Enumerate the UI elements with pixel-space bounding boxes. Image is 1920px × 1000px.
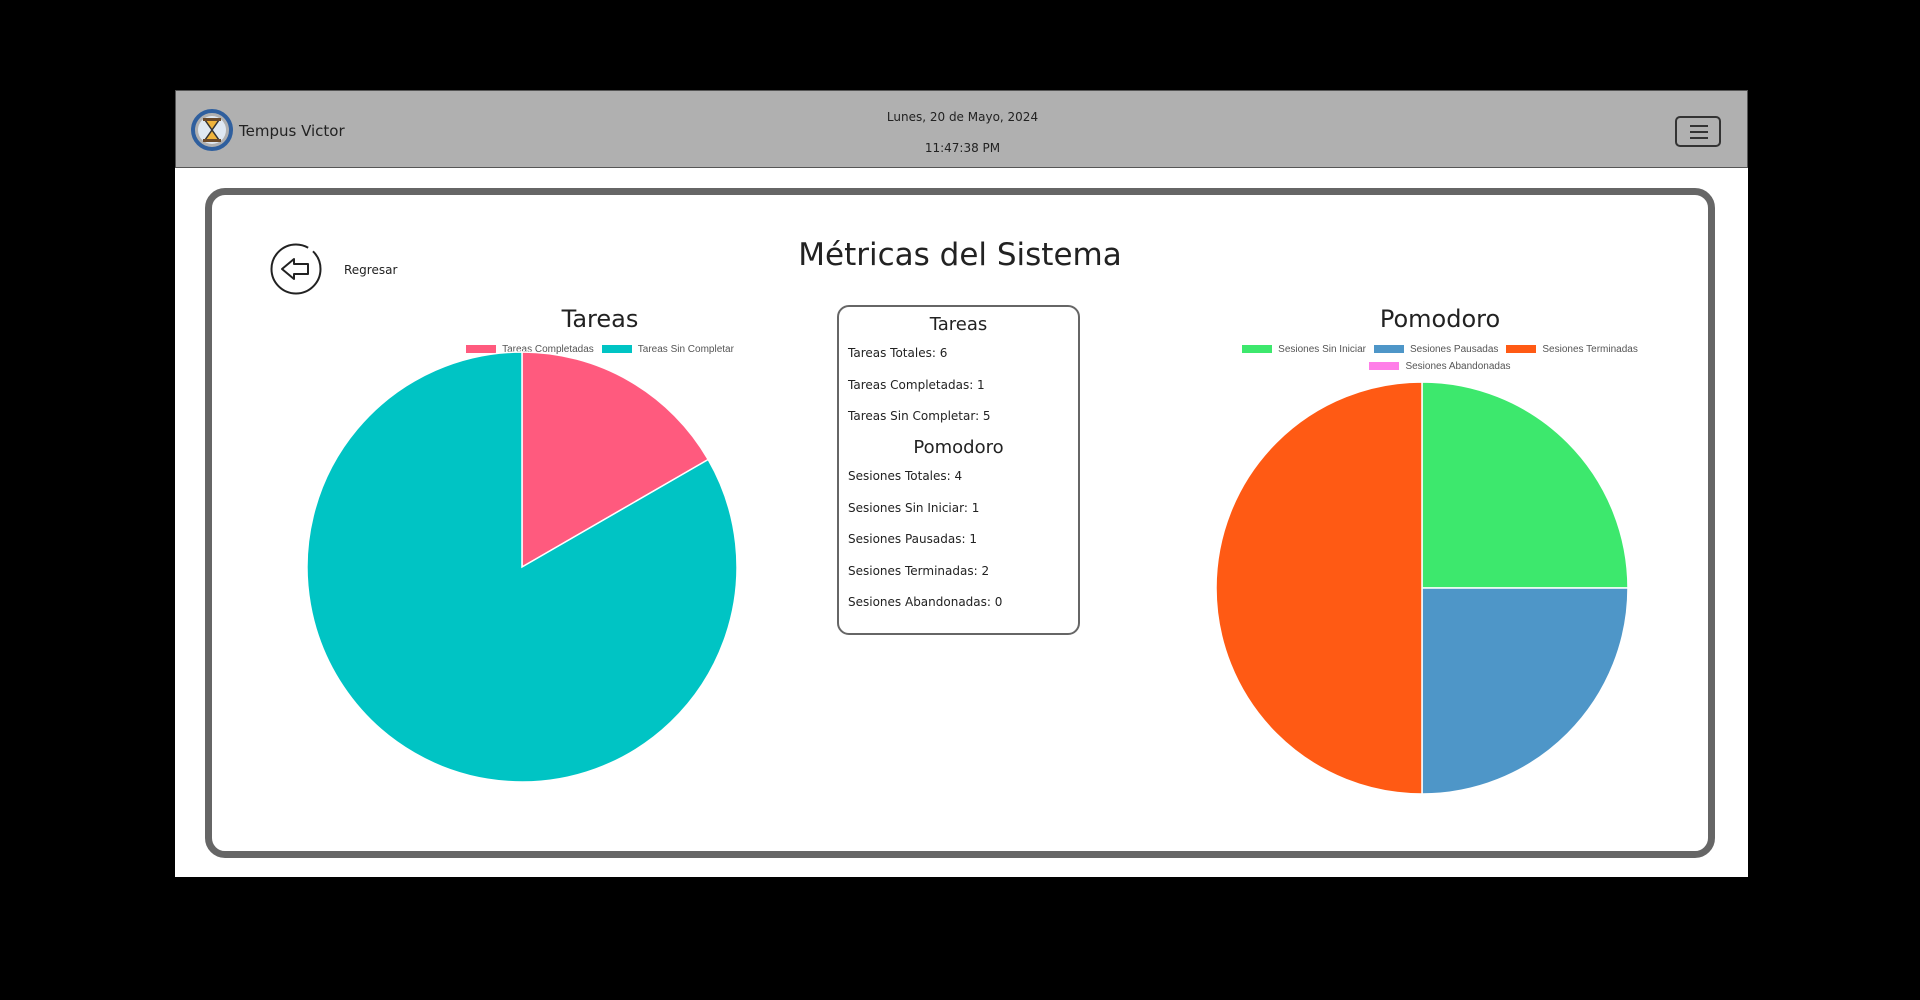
stat-tareas-completadas: Tareas Completadas: 1 [848,378,985,392]
top-navbar: Tempus Victor Lunes, 20 de Mayo, 2024 11… [175,90,1748,168]
legend-swatch [1373,345,1404,354]
pomodoro-chart-legend: Sesiones Sin Iniciar Sesiones Pausadas Ses… [1215,341,1665,375]
page-title: Métricas del Sistema [798,237,1122,273]
metrics-panel: Regresar Métricas del Sistema Tareas Tar… [205,188,1715,858]
stat-sesiones-sin-iniciar: Sesiones Sin Iniciar: 1 [848,501,980,515]
brand-name: Tempus Victor [239,122,345,140]
hamburger-menu-icon-line [1690,137,1708,139]
pomodoro-pie-chart [1215,381,1629,795]
arrow-left-icon [281,258,309,280]
legend-item-sesiones-pausadas[interactable]: Sesiones Pausadas [1373,341,1499,358]
current-date: Lunes, 20 de Mayo, 2024 [886,110,1039,124]
hourglass-logo-icon[interactable] [190,108,234,152]
legend-swatch [1242,345,1273,354]
pie-slice-sesiones-sin-iniciar[interactable] [1421,381,1629,589]
legend-item-sesiones-abandonadas[interactable]: Sesiones Abandonadas [1369,358,1511,375]
pie-slice-sesiones-pausadas[interactable] [1421,587,1629,795]
legend-item-sesiones-terminadas[interactable]: Sesiones Terminadas [1506,341,1638,358]
back-label[interactable]: Regresar [344,263,398,277]
legend-label: Sesiones Pausadas [1409,344,1499,355]
legend-swatch [1506,345,1537,354]
legend-swatch [601,345,632,354]
app-window: Tempus Victor Lunes, 20 de Mayo, 2024 11… [175,90,1748,877]
pie-slice-tareas-sin-completar[interactable] [306,351,738,783]
legend-label: Sesiones Sin Iniciar [1278,344,1366,355]
current-time: 11:47:38 PM [924,141,1001,155]
pie-slice-tareas-completadas[interactable] [521,351,710,569]
back-button[interactable] [270,243,322,295]
legend-label: Tareas Completadas [502,344,594,355]
stat-sesiones-totales: Sesiones Totales: 4 [848,469,963,483]
legend-label: Sesiones Terminadas [1542,344,1638,355]
legend-label: Sesiones Abandonadas [1405,361,1511,372]
stats-summary-box: Tareas Tareas Totales: 6 Tareas Completa… [837,305,1080,635]
stat-tareas-totales: Tareas Totales: 6 [848,346,948,360]
pomodoro-chart-title: Pomodoro [1379,305,1501,333]
stats-tareas-heading: Tareas [929,314,988,335]
pie-slice-sesiones-terminadas[interactable] [1215,381,1423,795]
legend-item-tareas-sin-completar[interactable]: Tareas Sin Completar [601,341,734,358]
stat-tareas-sin-completar: Tareas Sin Completar: 5 [848,409,991,423]
menu-toggle-button[interactable] [1675,116,1721,147]
tareas-pie-chart [306,351,738,783]
tareas-chart-title: Tareas [561,305,639,333]
hamburger-menu-icon-line [1690,131,1708,133]
hamburger-menu-icon [1690,125,1708,127]
legend-swatch [1369,362,1400,371]
legend-item-tareas-completadas[interactable]: Tareas Completadas [466,341,594,358]
stat-sesiones-pausadas: Sesiones Pausadas: 1 [848,532,977,546]
legend-item-sesiones-sin-iniciar[interactable]: Sesiones Sin Iniciar [1242,341,1366,358]
legend-swatch [466,345,497,354]
tareas-chart-legend: Tareas Completadas Tareas Sin Completar [400,341,800,358]
stats-pomodoro-heading: Pomodoro [913,437,1004,458]
stat-sesiones-terminadas: Sesiones Terminadas: 2 [848,564,990,578]
stat-sesiones-abandonadas: Sesiones Abandonadas: 0 [848,595,1003,609]
legend-label: Tareas Sin Completar [637,344,734,355]
